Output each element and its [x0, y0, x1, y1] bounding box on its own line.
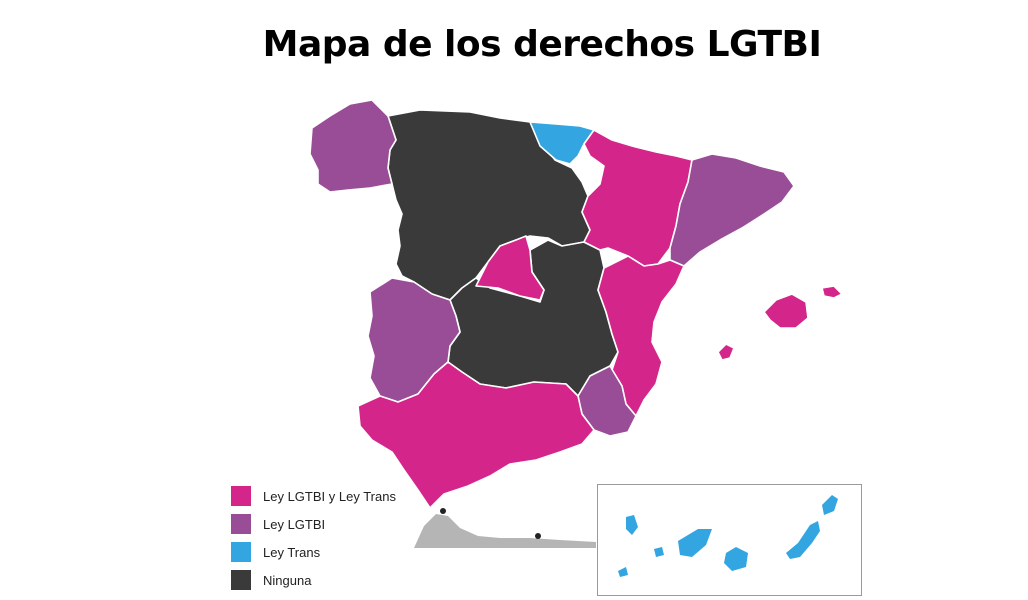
- melilla-marker: [535, 533, 541, 539]
- region-cataluna[interactable]: [669, 153, 795, 267]
- legend-label: Ley Trans: [263, 544, 321, 560]
- legend: Ley LGTBI y Ley Trans Ley LGTBI Ley Tran…: [231, 482, 396, 594]
- legend-swatch-ley-lgtbi: [231, 514, 251, 534]
- legend-swatch-ley-lgtbi-y-ley-trans: [231, 486, 251, 506]
- region-menorca[interactable]: [821, 285, 843, 299]
- region-mallorca[interactable]: [763, 293, 809, 329]
- legend-item: Ley LGTBI y Ley Trans: [231, 482, 396, 510]
- region-el-hierro[interactable]: [618, 567, 628, 577]
- legend-item: Ley Trans: [231, 538, 396, 566]
- map-title: Mapa de los derechos LGTBI: [262, 24, 822, 65]
- legend-label: Ley LGTBI: [263, 516, 326, 532]
- africa-coast: [414, 514, 596, 548]
- region-fuerteventura[interactable]: [786, 521, 820, 559]
- legend-swatch-ley-trans: [231, 542, 251, 562]
- region-gran-canaria[interactable]: [724, 547, 748, 571]
- region-ibiza[interactable]: [717, 343, 735, 361]
- region-murcia[interactable]: [577, 365, 637, 437]
- legend-item: Ninguna: [231, 566, 396, 594]
- legend-swatch-ninguna: [231, 570, 251, 590]
- region-lanzarote[interactable]: [822, 495, 838, 515]
- region-galicia[interactable]: [309, 99, 397, 193]
- region-valencia[interactable]: [597, 255, 685, 417]
- legend-label: Ninguna: [263, 572, 312, 588]
- legend-item: Ley LGTBI: [231, 510, 396, 538]
- region-madrid[interactable]: [475, 235, 545, 301]
- spain-map: [309, 99, 843, 548]
- region-la-gomera[interactable]: [654, 547, 664, 557]
- region-la-palma[interactable]: [626, 515, 638, 535]
- legend-label: Ley LGTBI y Ley Trans: [263, 488, 396, 504]
- region-andalucia[interactable]: [357, 361, 595, 509]
- canary-islands-map: [618, 495, 838, 577]
- region-tenerife[interactable]: [678, 529, 712, 557]
- region-pais-vasco[interactable]: [529, 121, 595, 165]
- ceuta-marker: [440, 508, 446, 514]
- canary-islands-inset: [597, 484, 862, 596]
